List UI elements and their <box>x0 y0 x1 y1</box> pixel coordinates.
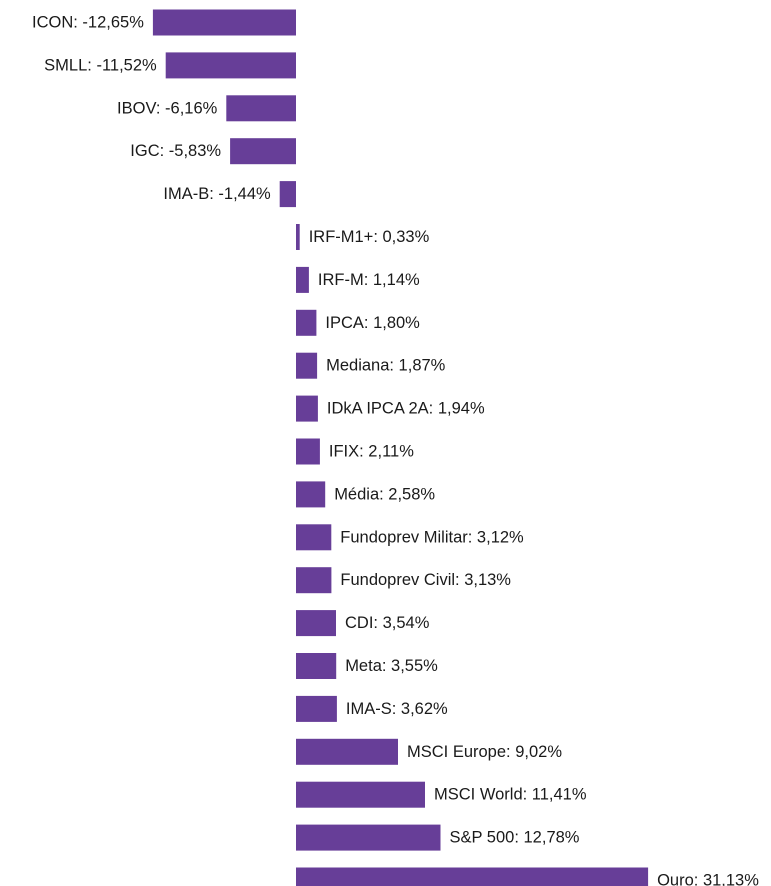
bar-ima-b <box>279 181 296 208</box>
bar-icon <box>152 9 296 36</box>
bar-label: Meta: 3,55% <box>345 657 438 675</box>
bar-label: IFIX: 2,11% <box>329 443 414 461</box>
bar-label: S&P 500: 12,78% <box>450 829 580 847</box>
bar-label: IMA-S: 3,62% <box>346 700 448 718</box>
bar-label: ICON: -12,65% <box>32 14 144 32</box>
bar-meta <box>296 653 337 679</box>
bar-label: IBOV: -6,16% <box>117 99 218 117</box>
bar-label: IDkA IPCA 2A: 1,94% <box>327 400 485 418</box>
bars-group <box>152 9 649 886</box>
bar-label: Fundoprev Civil: 3,13% <box>340 571 511 589</box>
bar-label: IPCA: 1,80% <box>325 314 420 332</box>
bar-fundoprev-civil <box>296 567 332 594</box>
bar-mediana <box>296 352 318 379</box>
bar-label: IMA-B: -1,44% <box>163 185 271 203</box>
bar-m-dia <box>296 481 326 508</box>
bar-ipca <box>296 309 317 336</box>
bar-msci-world <box>296 781 425 808</box>
labels-group: ICON: -12,65% SMLL: -11,52% IBOV: -6,16% IG… <box>32 14 759 886</box>
bar-label: Fundoprev Militar: 3,12% <box>340 528 524 546</box>
bar-ibov <box>226 95 296 122</box>
bar-msci-europe <box>296 738 398 765</box>
bar-irf-m1- <box>296 224 300 250</box>
bar-smll <box>165 52 296 79</box>
bar-igc <box>230 138 296 165</box>
bar-label: MSCI Europe: 9,02% <box>407 743 562 761</box>
bar-label: IRF-M: 1,14% <box>318 271 420 289</box>
bar-label: Ouro: 31,13% <box>657 872 759 886</box>
bar-label: IGC: -5,83% <box>130 142 221 160</box>
bar-label: MSCI World: 11,41% <box>434 786 587 804</box>
bar-label: CDI: 3,54% <box>345 614 430 632</box>
bar-label: SMLL: -11,52% <box>44 56 157 74</box>
bar-label: Mediana: 1,87% <box>326 357 446 375</box>
bar-label: Média: 2,58% <box>334 485 435 503</box>
bar-irf-m <box>296 266 309 293</box>
bar-fundoprev-militar <box>296 524 332 551</box>
bar-s-p-500 <box>296 824 441 851</box>
bar-ifix <box>296 438 320 465</box>
bar-label: IRF-M1+: 0,33% <box>309 228 430 246</box>
bar-idka-ipca-2a <box>296 395 318 422</box>
bar-ouro <box>296 867 649 886</box>
bar-ima-s <box>296 695 337 722</box>
bar-cdi <box>296 610 336 637</box>
